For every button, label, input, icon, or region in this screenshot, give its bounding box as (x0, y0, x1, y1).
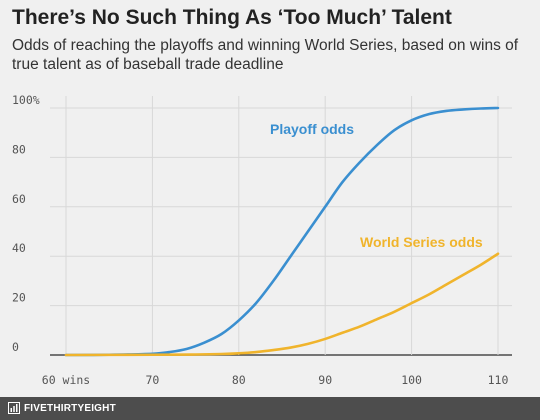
y-tick-label: 100% (12, 93, 40, 107)
y-tick-label: 20 (12, 291, 26, 305)
y-tick-label: 0 (12, 340, 19, 354)
x-tick-label: 80 (232, 373, 246, 387)
y-tick-label: 40 (12, 241, 26, 255)
line-chart: 0 20 40 60 80 100% 60 wins 70 80 90 100 110 Playoff… (12, 93, 512, 387)
x-tick-label: 90 (318, 373, 332, 387)
series-labels: Playoff odds World Series odds (270, 121, 483, 250)
series-label: Playoff odds (270, 121, 354, 137)
chart-title: There’s No Such Thing As ‘Too Much’ Tale… (12, 6, 452, 29)
x-tick-label: 60 wins (42, 373, 90, 387)
x-tick-label: 110 (488, 373, 509, 387)
y-tick-label: 80 (12, 142, 26, 156)
y-tick-label: 60 (12, 192, 26, 206)
footer-bar: FIVETHIRTYEIGHT (0, 397, 540, 420)
x-tick-label: 70 (145, 373, 159, 387)
x-tick-label: 100 (401, 373, 422, 387)
fivethirtyeight-logo-icon (8, 402, 20, 414)
axis-labels: 0 20 40 60 80 100% 60 wins 70 80 90 100 110 (12, 93, 508, 387)
series-label: World Series odds (360, 234, 483, 250)
brand-name: FIVETHIRTYEIGHT (24, 402, 116, 414)
brand-logo: FIVETHIRTYEIGHT (8, 402, 116, 414)
series-line-world-series-odds (64, 252, 500, 357)
series-lines (64, 106, 500, 357)
chart-subtitle: Odds of reaching the playoffs and winnin… (12, 37, 519, 73)
series-line-playoff-odds (64, 106, 500, 357)
